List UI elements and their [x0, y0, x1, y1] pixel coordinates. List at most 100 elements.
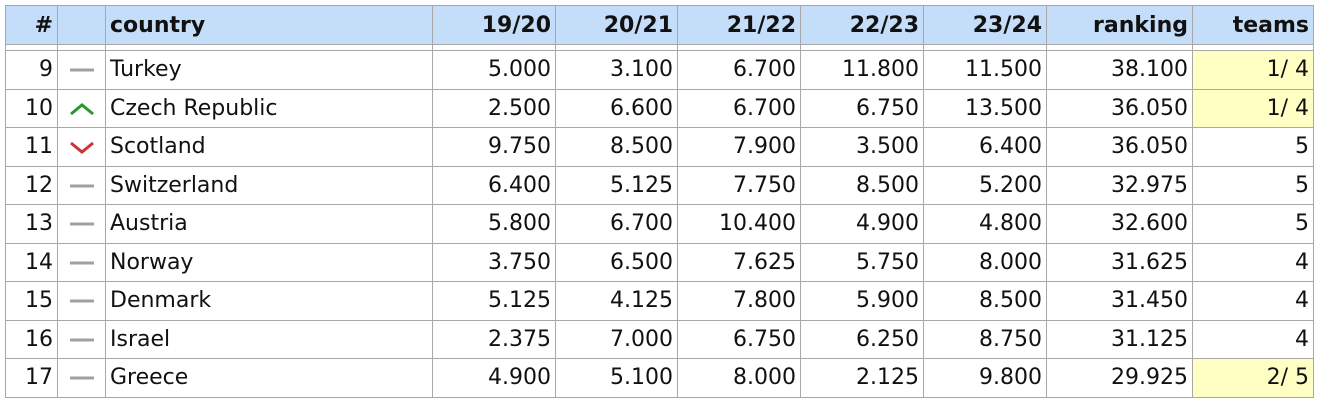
country-cell: Austria [105, 204, 433, 244]
trend-icon [57, 88, 106, 128]
value-cell: 7.900 [677, 127, 801, 167]
value-cell: 5.000 [432, 50, 556, 90]
country-cell: Greece [105, 358, 433, 398]
country-cell: Scotland [105, 127, 433, 167]
value-cell: 6.700 [677, 50, 801, 90]
value-cell: 1/ 4 [1192, 88, 1314, 128]
value-cell: 4 [1192, 319, 1314, 359]
value-cell: 8.500 [923, 281, 1047, 321]
value-cell: 31.125 [1046, 319, 1193, 359]
value-cell: 4.900 [432, 358, 556, 398]
country-cell: Israel [105, 319, 433, 359]
value-cell: 5.750 [800, 242, 924, 282]
value-cell: 9.800 [923, 358, 1047, 398]
value-cell: 5 [1192, 127, 1314, 167]
value-cell: 3.500 [800, 127, 924, 167]
value-cell: 3.750 [432, 242, 556, 282]
value-cell: 2.500 [432, 88, 556, 128]
value-cell: 6.700 [677, 88, 801, 128]
rank-cell: 16 [5, 319, 58, 359]
value-cell: 3.100 [555, 50, 678, 90]
rank-cell: 17 [5, 358, 58, 398]
value-cell: 2.125 [800, 358, 924, 398]
table-body: 9 Turkey 5.000 3.100 6.700 11.800 11.500 38.100… [5, 44, 1314, 398]
country-cell: Switzerland [105, 165, 433, 205]
value-cell: 31.450 [1046, 281, 1193, 321]
table-row: 10 Czech Republic 2.500 6.600 6.700 6.750 13.5… [5, 88, 1314, 128]
value-cell: 4 [1192, 242, 1314, 282]
value-cell: 10.400 [677, 204, 801, 244]
column-header: 20/21 [555, 5, 678, 45]
column-header: 23/24 [923, 5, 1047, 45]
value-cell: 4 [1192, 281, 1314, 321]
table-row: 13 Austria 5.800 6.700 10.400 4.900 4.800 32.60… [5, 204, 1314, 244]
value-cell: 8.000 [923, 242, 1047, 282]
column-header: teams [1192, 5, 1314, 45]
value-cell: 29.925 [1046, 358, 1193, 398]
table-row: 14 Norway 3.750 6.500 7.625 5.750 8.000 31.625 4 [5, 242, 1314, 282]
rank-cell: 10 [5, 88, 58, 128]
icon-header [57, 5, 106, 45]
value-cell: 2.375 [432, 319, 556, 359]
value-cell: 11.800 [800, 50, 924, 90]
value-cell: 6.600 [555, 88, 678, 128]
value-cell: 7.625 [677, 242, 801, 282]
trend-icon [57, 319, 106, 359]
value-cell: 1/ 4 [1192, 50, 1314, 90]
value-cell: 5.100 [555, 358, 678, 398]
trend-icon [57, 127, 106, 167]
value-cell: 31.625 [1046, 242, 1193, 282]
country-cell: Czech Republic [105, 88, 433, 128]
trend-icon [57, 281, 106, 321]
value-cell: 32.600 [1046, 204, 1193, 244]
rank-cell: 11 [5, 127, 58, 167]
value-cell: 6.250 [800, 319, 924, 359]
value-cell: 4.900 [800, 204, 924, 244]
trend-icon [57, 204, 106, 244]
trend-icon [57, 242, 106, 282]
rank-cell: 13 [5, 204, 58, 244]
value-cell: 4.800 [923, 204, 1047, 244]
column-header: 19/20 [432, 5, 556, 45]
country-cell: Turkey [105, 50, 433, 90]
value-cell: 5.125 [555, 165, 678, 205]
value-cell: 36.050 [1046, 127, 1193, 167]
table-row: 17 Greece 4.900 5.100 8.000 2.125 9.800 29.925 2… [5, 358, 1314, 398]
value-cell: 7.800 [677, 281, 801, 321]
value-cell: 6.750 [800, 88, 924, 128]
column-header: # [5, 5, 58, 45]
gap-row [5, 44, 1314, 51]
value-cell: 2/ 5 [1192, 358, 1314, 398]
value-cell: 13.500 [923, 88, 1047, 128]
column-header: 21/22 [677, 5, 801, 45]
value-cell: 5.125 [432, 281, 556, 321]
rank-cell: 9 [5, 50, 58, 90]
value-cell: 8.750 [923, 319, 1047, 359]
value-cell: 38.100 [1046, 50, 1193, 90]
value-cell: 5.900 [800, 281, 924, 321]
value-cell: 6.400 [923, 127, 1047, 167]
value-cell: 5.200 [923, 165, 1047, 205]
value-cell: 5 [1192, 165, 1314, 205]
country-cell: Norway [105, 242, 433, 282]
table-row: 16 Israel 2.375 7.000 6.750 6.250 8.750 31.125 4 [5, 319, 1314, 359]
rank-cell: 12 [5, 165, 58, 205]
value-cell: 6.400 [432, 165, 556, 205]
value-cell: 6.700 [555, 204, 678, 244]
column-header: 22/23 [800, 5, 924, 45]
value-cell: 6.500 [555, 242, 678, 282]
value-cell: 6.750 [677, 319, 801, 359]
header-row: # country 19/20 20/21 21/22 22/23 23/24 ranking… [5, 5, 1314, 45]
ranking-table: # country 19/20 20/21 21/22 22/23 23/24 ranking… [5, 5, 1314, 398]
rank-cell: 14 [5, 242, 58, 282]
value-cell: 9.750 [432, 127, 556, 167]
table-row: 12 Switzerland 6.400 5.125 7.750 8.500 5.200 32… [5, 165, 1314, 205]
trend-icon [57, 165, 106, 205]
value-cell: 32.975 [1046, 165, 1193, 205]
country-cell: Denmark [105, 281, 433, 321]
value-cell: 4.125 [555, 281, 678, 321]
value-cell: 5 [1192, 204, 1314, 244]
value-cell: 36.050 [1046, 88, 1193, 128]
rank-cell: 15 [5, 281, 58, 321]
